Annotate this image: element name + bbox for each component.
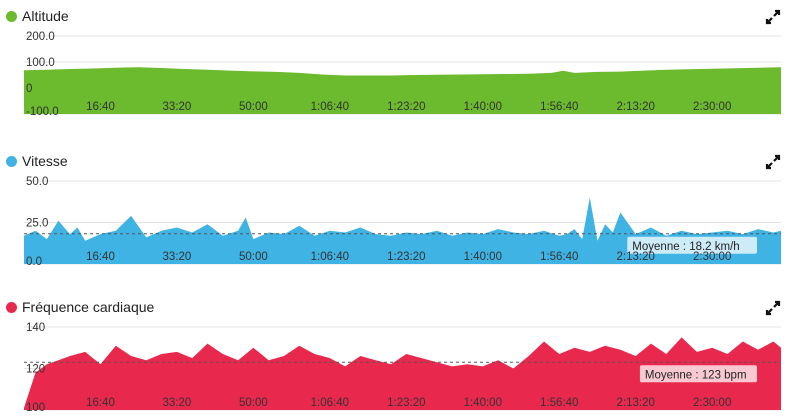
series-area bbox=[24, 337, 781, 410]
speed-chart: Moyenne : 18.2 km/h 50.0 25.0 0.0 16:40 33:20… bbox=[24, 176, 781, 268]
x-tick-label: 1:56:40 bbox=[540, 251, 578, 263]
x-tick-label: 2:30:00 bbox=[693, 397, 731, 409]
altitude-header: Altitude bbox=[6, 6, 69, 26]
x-tick-label: 1:23:20 bbox=[387, 397, 425, 409]
x-tick-label: 1:56:40 bbox=[540, 101, 578, 113]
y-tick-label: 0.0 bbox=[26, 256, 42, 268]
average-label-text: Moyenne : 123 bpm bbox=[645, 369, 747, 381]
x-tick-label: 2:30:00 bbox=[693, 251, 731, 263]
speed-header: Vitesse bbox=[6, 151, 68, 171]
x-tick-label: 16:40 bbox=[86, 101, 115, 113]
y-tick-label: 120 bbox=[26, 364, 45, 376]
altitude-legend-dot bbox=[6, 10, 17, 22]
y-tick-label: 50.0 bbox=[26, 176, 48, 188]
x-tick-label: 16:40 bbox=[86, 397, 115, 409]
x-tick-label: 1:23:20 bbox=[387, 251, 425, 263]
altitude-chart: 200.0 100.0 0 -100.0 16:40 33:20 50:00 1:06:40 1… bbox=[24, 31, 781, 118]
altitude-title: Altitude bbox=[22, 8, 69, 24]
heart-rate-legend-dot bbox=[6, 301, 17, 313]
y-tick-label: -100.0 bbox=[26, 106, 59, 118]
x-tick-label: 1:06:40 bbox=[311, 101, 349, 113]
x-tick-label: 50:00 bbox=[239, 101, 268, 113]
x-tick-label: 2:30:00 bbox=[693, 101, 731, 113]
x-tick-label: 2:13:20 bbox=[617, 251, 655, 263]
speed-legend-dot bbox=[6, 155, 17, 167]
x-tick-label: 1:23:20 bbox=[387, 101, 425, 113]
y-tick-label: 100.0 bbox=[26, 57, 55, 69]
heart-rate-panel: Fréquence cardiaque Moyenne : 123 bpm 140… bbox=[0, 297, 788, 419]
expand-icon[interactable] bbox=[764, 299, 782, 317]
x-tick-label: 1:06:40 bbox=[311, 251, 349, 263]
average-label: Moyenne : 18.2 km/h bbox=[627, 236, 757, 254]
altitude-panel: Altitude 200.0 100.0 0 -100.0 16:40 33:20 50:0… bbox=[0, 6, 788, 118]
series-area bbox=[24, 197, 781, 264]
y-tick-label: 25.0 bbox=[26, 218, 48, 230]
speed-panel: Vitesse Moyenne : 18.2 km/h 50.0 25.0 0.0 16… bbox=[0, 151, 788, 271]
x-tick-label: 1:40:00 bbox=[464, 101, 502, 113]
x-tick-label: 33:20 bbox=[163, 251, 192, 263]
y-tick-label: 100 bbox=[26, 402, 45, 414]
x-tick-label: 1:06:40 bbox=[311, 397, 349, 409]
x-tick-label: 1:40:00 bbox=[464, 397, 502, 409]
x-tick-label: 33:20 bbox=[163, 397, 192, 409]
x-tick-label: 2:13:20 bbox=[617, 101, 655, 113]
y-tick-label: 0 bbox=[26, 83, 32, 95]
y-tick-label: 200.0 bbox=[26, 31, 55, 43]
average-label-box bbox=[627, 236, 757, 254]
expand-icon[interactable] bbox=[764, 8, 782, 26]
heart-rate-title: Fréquence cardiaque bbox=[22, 299, 155, 315]
x-tick-label: 50:00 bbox=[239, 251, 268, 263]
average-label-text: Moyenne : 18.2 km/h bbox=[632, 241, 739, 253]
heart-rate-header: Fréquence cardiaque bbox=[6, 297, 154, 317]
series-area bbox=[24, 67, 781, 114]
expand-icon[interactable] bbox=[764, 153, 782, 171]
average-label: Moyenne : 123 bpm bbox=[639, 365, 757, 383]
x-tick-label: 16:40 bbox=[86, 251, 115, 263]
x-tick-label: 1:56:40 bbox=[540, 397, 578, 409]
x-tick-label: 33:20 bbox=[163, 101, 192, 113]
speed-title: Vitesse bbox=[22, 153, 68, 169]
x-tick-label: 1:40:00 bbox=[464, 251, 502, 263]
y-tick-label: 140 bbox=[26, 322, 45, 334]
heart-rate-chart: Moyenne : 123 bpm 140 120 100 16:40 33:20 50:0… bbox=[24, 322, 781, 414]
x-tick-label: 2:13:20 bbox=[617, 397, 655, 409]
x-tick-label: 50:00 bbox=[239, 397, 268, 409]
average-label-box bbox=[639, 365, 757, 383]
